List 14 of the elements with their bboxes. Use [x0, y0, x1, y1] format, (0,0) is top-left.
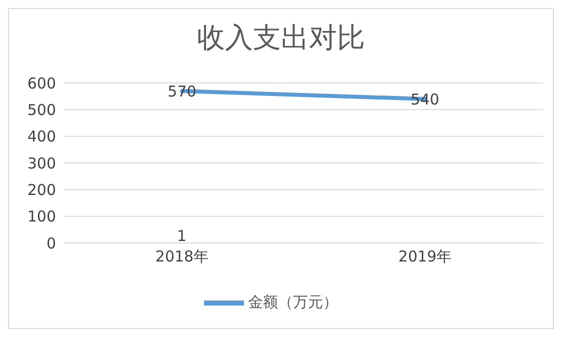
- chart-title: 收入支出对比: [196, 20, 366, 56]
- y-tick-label: 500: [27, 100, 56, 119]
- data-label: 540: [410, 90, 440, 108]
- annotation: 1: [177, 227, 187, 245]
- y-tick-label: 600: [27, 74, 56, 92]
- y-tick-label: 300: [27, 154, 56, 172]
- y-tick-label: 200: [27, 180, 56, 199]
- legend-label: 金额（万元）: [248, 293, 338, 312]
- y-tick-label: 100: [27, 208, 56, 226]
- data-label: 570: [168, 82, 196, 100]
- x-tick-label: 2019年: [398, 248, 452, 266]
- y-tick-label: 0: [46, 234, 56, 252]
- x-tick-label: 2018年: [155, 248, 209, 266]
- y-tick-label: 400: [27, 128, 56, 146]
